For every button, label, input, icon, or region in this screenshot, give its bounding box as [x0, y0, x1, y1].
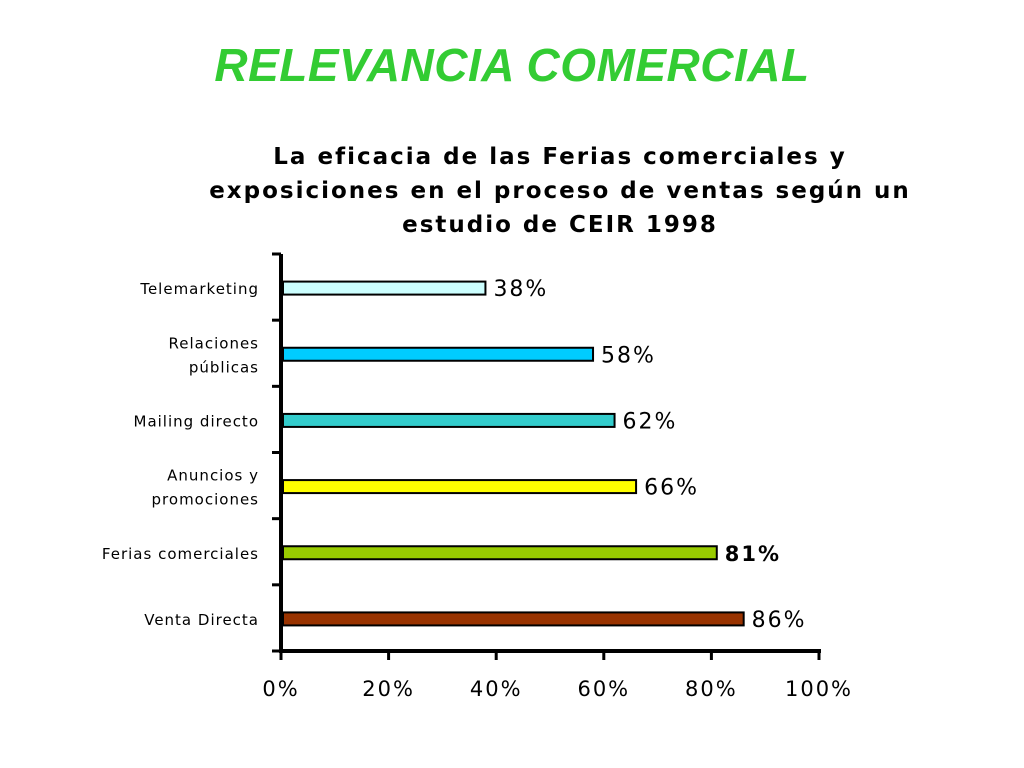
- bar-value-label: 86%: [752, 608, 807, 633]
- x-tick-label: 40%: [470, 677, 523, 701]
- bar: [282, 611, 745, 627]
- category-label: Venta Directa: [144, 611, 259, 629]
- category-label: Telemarketing: [139, 280, 259, 298]
- chart-title-line-3: estudio de CEIR 1998: [402, 212, 718, 238]
- category-label: Anuncios y: [167, 467, 259, 485]
- x-tick-label: 20%: [362, 677, 415, 701]
- bar: [282, 280, 487, 296]
- bar: [282, 412, 616, 428]
- chart-title-line-1: La eficacia de las Ferias comerciales y: [273, 144, 847, 170]
- category-label: promociones: [152, 491, 259, 509]
- x-tick-label: 80%: [685, 677, 738, 701]
- x-tick-label: 60%: [577, 677, 630, 701]
- chart-title-line-2: exposiciones en el proceso de ventas seg…: [209, 178, 911, 204]
- category-label: Relaciones: [169, 334, 259, 352]
- x-tick-label: 100%: [785, 677, 853, 701]
- category-label: públicas: [189, 358, 259, 376]
- category-label: Mailing directo: [134, 412, 260, 430]
- bar-value-label: 38%: [493, 277, 548, 302]
- bar: [282, 479, 638, 495]
- bar-value-label: 62%: [623, 409, 678, 434]
- category-label: Ferias comerciales: [102, 545, 259, 563]
- bar: [282, 545, 718, 561]
- slide-title: RELEVANCIA COMERCIAL: [214, 39, 810, 91]
- bar-value-label: 66%: [644, 476, 699, 501]
- chart-title: La eficacia de las Ferias comerciales y …: [180, 140, 940, 242]
- bar-value-label: 58%: [601, 343, 656, 368]
- bar-value-label: 81%: [725, 542, 781, 566]
- bar: [282, 346, 595, 362]
- x-tick-label: 0%: [262, 677, 299, 701]
